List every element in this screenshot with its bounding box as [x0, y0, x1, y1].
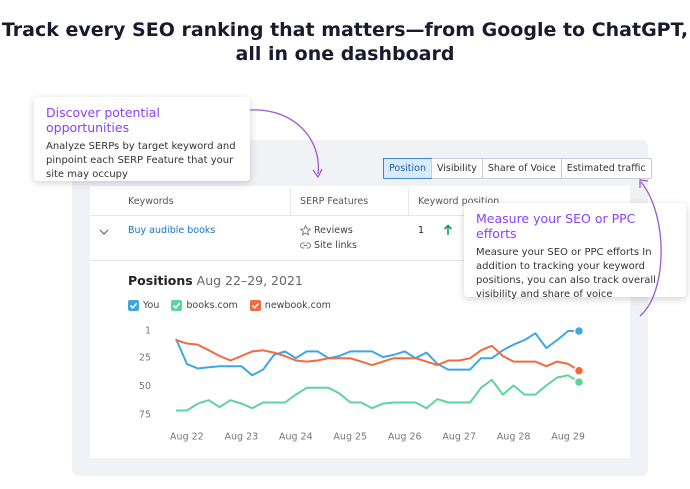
legend-item[interactable]: newbook.com [249, 300, 331, 311]
tab[interactable]: Visibility [431, 159, 482, 178]
chart-title: Positions [128, 273, 193, 288]
callout: Discover potential opportunities Analyze… [34, 97, 250, 181]
tab[interactable]: Share of Voice [481, 159, 561, 178]
legend-checkbox[interactable] [249, 300, 261, 311]
link-icon [300, 242, 311, 249]
legend-label: books.com [186, 300, 238, 311]
x-tick-label: Aug 24 [279, 432, 313, 443]
divider [408, 188, 409, 215]
tab[interactable]: Position [383, 158, 432, 179]
x-tick-label: Aug 29 [551, 432, 585, 443]
legend-item[interactable]: You [128, 300, 159, 311]
callout-body: Measure your SEO or PPC efforts In addit… [476, 247, 656, 300]
callout: Measure your SEO or PPC efforts Measure … [464, 203, 686, 300]
callout-title: Discover potential opportunities [46, 105, 160, 135]
x-tick-label: Aug 28 [497, 432, 531, 443]
x-tick-label: Aug 22 [170, 432, 204, 443]
tab[interactable]: Estimated traffic [560, 159, 651, 178]
series-line [175, 330, 579, 377]
divider [90, 260, 630, 261]
callout-title: Measure your SEO or PPC efforts [476, 211, 636, 241]
position-value: 1 [418, 225, 425, 236]
legend: You books.com newbook.com [128, 300, 331, 311]
serp-feature: Site links [314, 240, 358, 251]
column-header: Keyword position [418, 196, 500, 207]
column-header: Keywords [128, 196, 174, 207]
callout-body: Analyze SERPs by target keyword and pinp… [46, 141, 236, 180]
serp-feature: Reviews [314, 225, 353, 236]
y-tick-label: 50 [139, 381, 151, 392]
column-header: SERP Features [300, 196, 369, 207]
x-tick-label: Aug 26 [388, 432, 422, 443]
x-tick-label: Aug 27 [442, 432, 476, 443]
legend-label: newbook.com [264, 300, 331, 311]
series-line [176, 374, 580, 412]
y-tick-label: 25 [139, 353, 151, 364]
end-point [573, 325, 585, 337]
legend-item[interactable]: books.com [171, 300, 238, 311]
legend-checkbox[interactable] [128, 300, 139, 311]
y-tick-label: 1 [145, 326, 151, 337]
chart-subtitle: Aug 22–29, 2021 [196, 273, 303, 288]
tab-bar: Position Visibility Share of Voice Estim… [383, 158, 652, 179]
chart-heading: Positions Aug 22–29, 2021 [128, 273, 303, 288]
legend-checkbox[interactable] [171, 300, 183, 311]
star-icon [300, 225, 311, 236]
divider [290, 188, 291, 215]
headline-line: all in one dashboard [235, 43, 455, 65]
end-point [573, 376, 585, 388]
legend-label: You [143, 300, 160, 311]
expand-chevron[interactable] [99, 228, 109, 236]
y-tick-label: 75 [139, 410, 151, 421]
series-line [175, 339, 580, 372]
end-point [573, 365, 585, 376]
up-arrow [443, 224, 453, 235]
keyword-link[interactable]: Buy audible books [128, 225, 216, 236]
divider [90, 215, 630, 216]
x-tick-label: Aug 23 [225, 432, 259, 443]
x-tick-label: Aug 25 [333, 432, 367, 443]
headline: Track every SEO ranking that matters—fro… [0, 18, 690, 66]
headline-line: Track every SEO ranking that matters—fro… [1, 19, 689, 41]
